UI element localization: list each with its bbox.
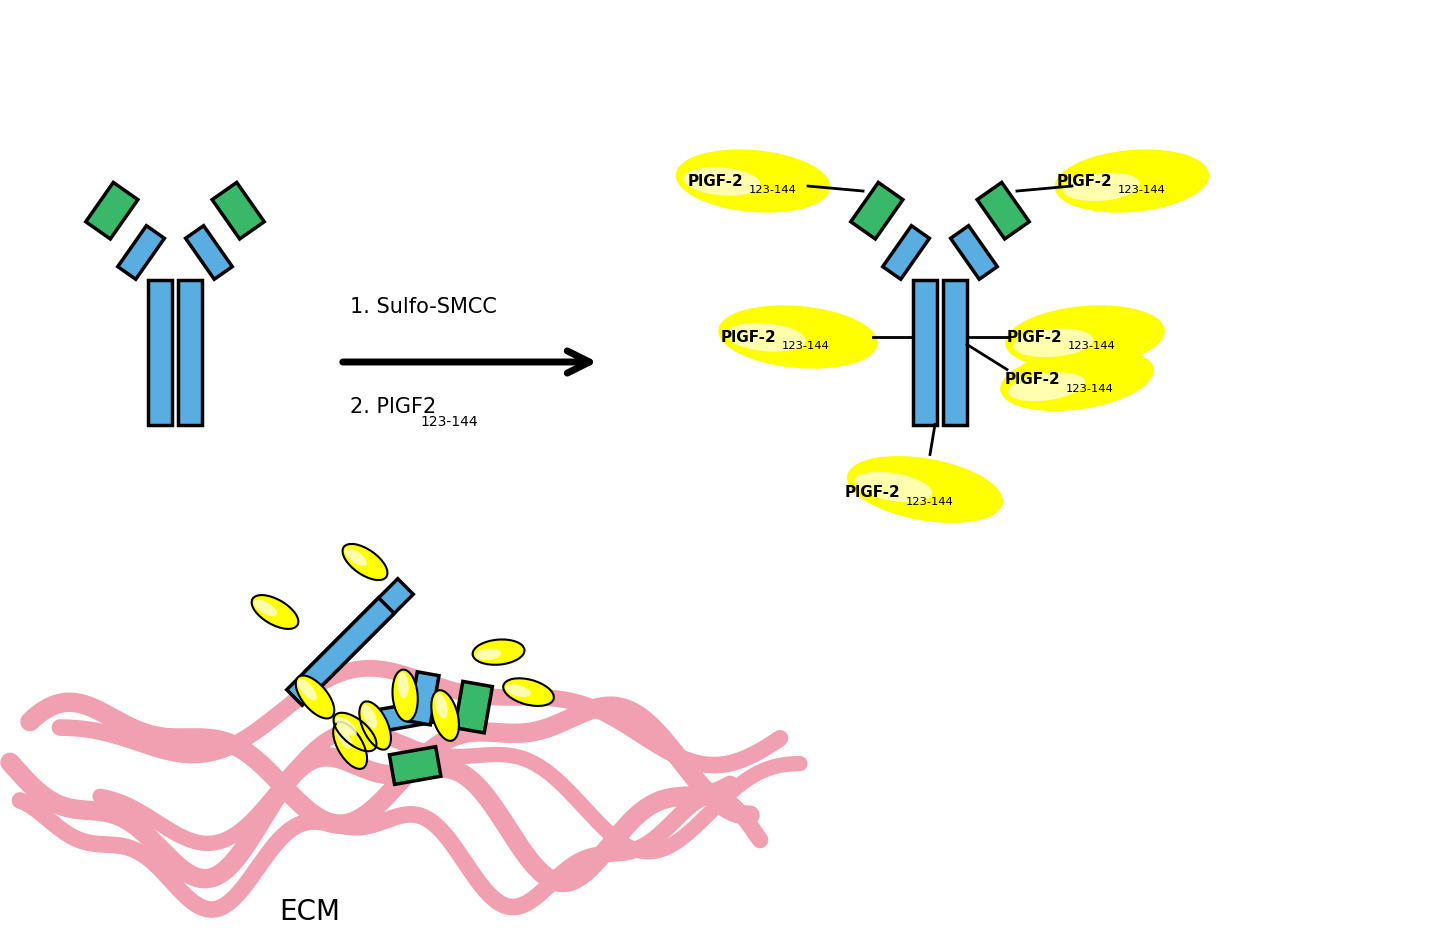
Ellipse shape: [1001, 347, 1153, 411]
Ellipse shape: [252, 595, 298, 629]
Text: 123-144: 123-144: [749, 186, 796, 195]
Ellipse shape: [397, 672, 409, 698]
Polygon shape: [212, 183, 264, 239]
Text: 123-144: 123-144: [1067, 342, 1115, 351]
Ellipse shape: [1054, 149, 1210, 212]
Text: 1. Sulfo-SMCC: 1. Sulfo-SMCC: [350, 297, 497, 317]
Ellipse shape: [503, 679, 554, 706]
Ellipse shape: [472, 640, 524, 664]
Ellipse shape: [253, 600, 276, 616]
Ellipse shape: [432, 690, 459, 741]
Ellipse shape: [360, 702, 390, 749]
Polygon shape: [305, 579, 413, 686]
Text: 123-144: 123-144: [1117, 186, 1165, 195]
Text: 123-144: 123-144: [906, 497, 953, 506]
Polygon shape: [913, 280, 937, 425]
Text: 2. PlGF2: 2. PlGF2: [350, 397, 436, 417]
Ellipse shape: [343, 544, 387, 580]
Text: PlGF-2: PlGF-2: [1057, 173, 1113, 188]
Text: PlGF-2: PlGF-2: [845, 485, 901, 500]
Ellipse shape: [675, 149, 831, 212]
Ellipse shape: [295, 676, 334, 719]
Ellipse shape: [361, 704, 377, 728]
Polygon shape: [86, 183, 138, 239]
Ellipse shape: [719, 306, 878, 368]
Polygon shape: [380, 701, 433, 731]
Polygon shape: [851, 183, 903, 239]
Polygon shape: [389, 746, 441, 784]
Ellipse shape: [435, 693, 448, 719]
Text: 123-144: 123-144: [1066, 384, 1113, 394]
Ellipse shape: [1014, 328, 1093, 357]
Text: ECM: ECM: [279, 898, 340, 926]
Polygon shape: [148, 280, 171, 425]
Text: PlGF-2: PlGF-2: [688, 173, 744, 188]
Polygon shape: [118, 226, 164, 279]
Text: PlGF-2: PlGF-2: [1005, 372, 1061, 387]
Ellipse shape: [847, 456, 1004, 523]
Ellipse shape: [298, 679, 317, 701]
Ellipse shape: [1008, 372, 1086, 401]
Ellipse shape: [336, 725, 351, 749]
Ellipse shape: [726, 323, 806, 351]
Ellipse shape: [1005, 306, 1165, 368]
Polygon shape: [950, 226, 998, 279]
Polygon shape: [179, 280, 202, 425]
Text: 123-144: 123-144: [420, 415, 478, 429]
Ellipse shape: [393, 669, 418, 722]
Text: PlGF-2: PlGF-2: [721, 329, 776, 345]
Ellipse shape: [854, 471, 932, 503]
Ellipse shape: [683, 168, 760, 196]
Text: 123-144: 123-144: [782, 342, 829, 351]
Polygon shape: [943, 280, 968, 425]
Polygon shape: [186, 226, 232, 279]
Ellipse shape: [475, 648, 501, 660]
Ellipse shape: [1063, 172, 1140, 201]
Polygon shape: [978, 183, 1030, 239]
Ellipse shape: [336, 717, 357, 736]
Polygon shape: [287, 598, 395, 705]
Polygon shape: [409, 672, 439, 724]
Ellipse shape: [334, 713, 376, 751]
Ellipse shape: [505, 684, 531, 697]
Ellipse shape: [344, 548, 367, 565]
Polygon shape: [455, 682, 492, 733]
Ellipse shape: [333, 723, 367, 769]
Polygon shape: [883, 226, 929, 279]
Text: PlGF-2: PlGF-2: [1007, 329, 1063, 345]
